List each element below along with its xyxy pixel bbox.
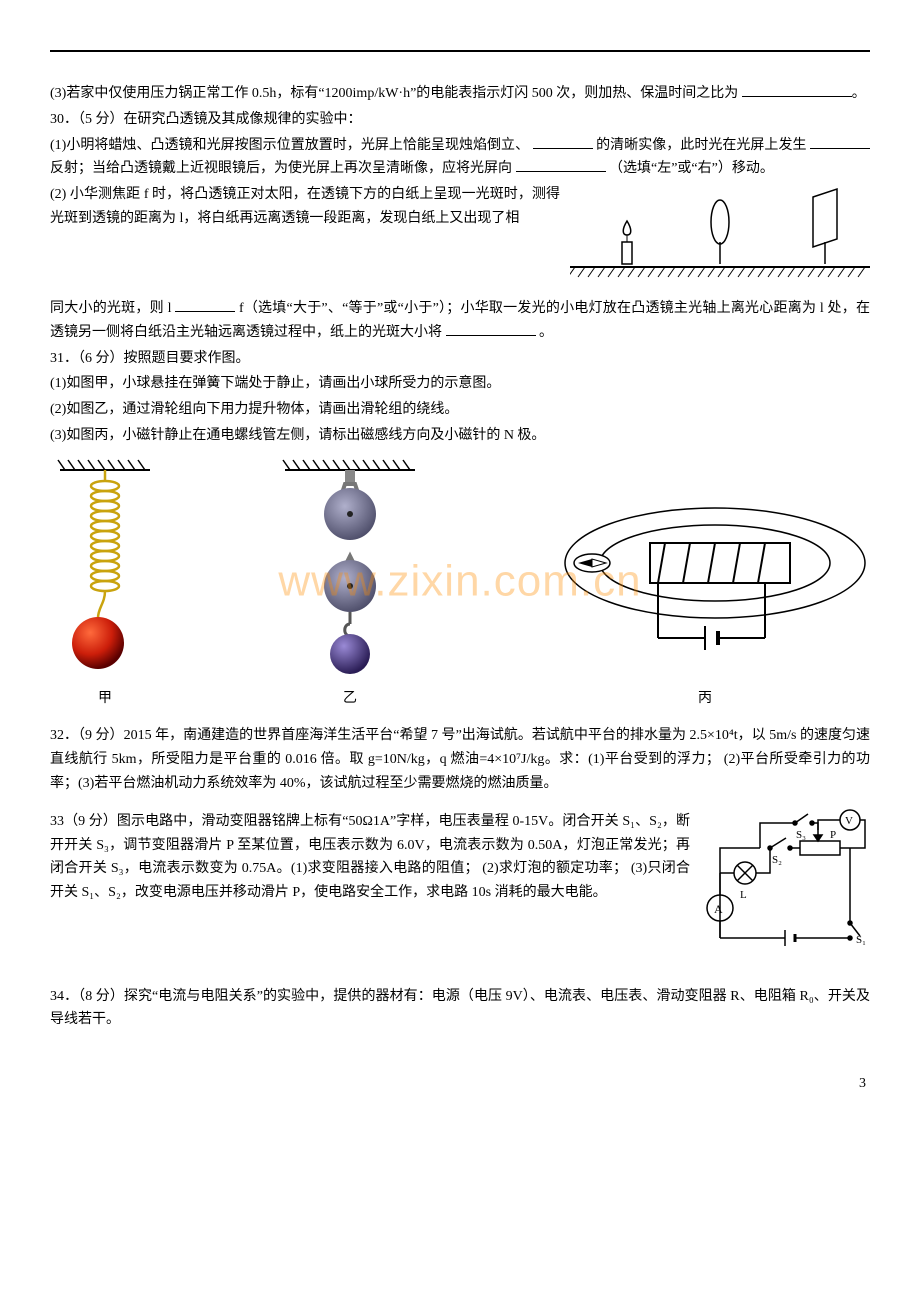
q31-head: 31．（6 分）按照题目要求作图。 [50, 347, 870, 371]
q31-1: (1)如图甲，小球悬挂在弹簧下端处于静止，请画出小球所受力的示意图。 [50, 372, 870, 396]
svg-text:P: P [830, 829, 836, 841]
svg-text:S₃: S₃ [796, 829, 806, 841]
svg-text:S₂: S₂ [772, 854, 782, 866]
diagram-jia: 甲 [50, 458, 160, 711]
optical-bench-figure [570, 187, 870, 291]
q30-1d: （选填“左”或“右”）移动。 [609, 161, 774, 176]
label-jia: 甲 [50, 687, 160, 711]
q30-1b: 的清晰实像，此时光在光屏上发生 [596, 138, 806, 153]
svg-text:A: A [714, 902, 723, 916]
circuit-svg: S₁ A L S₂ P [700, 808, 870, 958]
label-bing: 丙 [540, 687, 870, 711]
blank-q30-1c [516, 157, 606, 172]
q29-3: (3)若家中仅使用压力锅正常工作 0.5h，标有“1200imp/kW·h”的电… [50, 82, 870, 106]
q31-2: (2)如图乙，通过滑轮组向下用力提升物体，请画出滑轮组的绕线。 [50, 398, 870, 422]
diagram-yi: 乙 [265, 458, 435, 711]
diagram-row: www.zixin.com.cn [50, 458, 870, 711]
top-rule [50, 50, 870, 52]
q30-2d: 。 [539, 325, 553, 340]
blank-q30-2a [175, 297, 235, 312]
optical-bench-svg [570, 187, 870, 282]
q30-2-part2: 同大小的光斑，则 l f（选填“大于”、“等于”或“小于”）；小华取一发光的小电… [50, 297, 870, 345]
circuit-figure: S₁ A L S₂ P [700, 808, 870, 967]
q30-1c: 反射；当给凸透镜戴上近视眼镜后，为使光屏上再次呈清晰像，应将光屏向 [50, 161, 512, 176]
q29-3-text: (3)若家中仅使用压力锅正常工作 0.5h，标有“1200imp/kW·h”的电… [50, 86, 738, 101]
blank-q30-1a [533, 134, 593, 149]
blank-q30-2b [446, 321, 536, 336]
q30-1a: (1)小明将蜡烛、凸透镜和光屏按图示位置放置时，光屏上恰能呈现烛焰倒立、 [50, 138, 529, 153]
diagram-bing: 丙 [540, 488, 870, 711]
blank-q30-1b [810, 134, 870, 149]
page-number: 3 [50, 1072, 870, 1096]
spring-ball-svg [50, 458, 160, 678]
q30-head: 30．（5 分）在研究凸透镜及其成像规律的实验中： [50, 108, 870, 132]
q31-3: (3)如图丙，小磁针静止在通电螺线管左侧，请标出磁感线方向及小磁针的 N 极。 [50, 424, 870, 448]
q34: 34．（8 分）探究“电流与电阻关系”的实验中，提供的器材有：电源（电压 9V）… [50, 985, 870, 1033]
svg-text:S₁: S₁ [856, 934, 866, 946]
pulley-svg [265, 458, 435, 678]
q30-2b: 同大小的光斑，则 l [50, 301, 171, 316]
svg-text:V: V [845, 815, 853, 827]
q30-2a: (2) 小华测焦距 f 时，将凸透镜正对太阳，在透镜下方的白纸上呈现一光斑时，测… [50, 187, 560, 226]
label-yi: 乙 [265, 687, 435, 711]
solenoid-svg [540, 488, 870, 678]
svg-text:L: L [740, 889, 747, 901]
q32: 32．（9 分）2015 年，南通建造的世界首座海洋生活平台“希望 7 号”出海… [50, 724, 870, 795]
blank-q29-3 [742, 82, 852, 97]
q30-1: (1)小明将蜡烛、凸透镜和光屏按图示位置放置时，光屏上恰能呈现烛焰倒立、 的清晰… [50, 134, 870, 182]
